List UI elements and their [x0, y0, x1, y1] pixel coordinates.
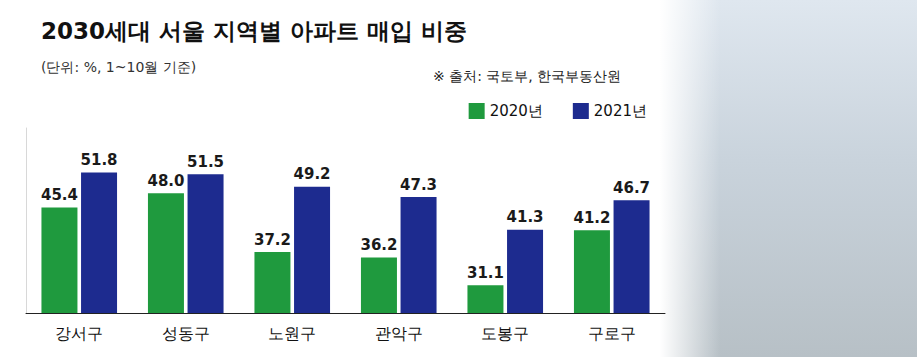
svg-text:※ 출처: 국토부, 한국부동산원: ※ 출처: 국토부, 한국부동산원 — [433, 68, 621, 84]
svg-text:(단위: %, 1~10월 기준): (단위: %, 1~10월 기준) — [41, 59, 196, 75]
svg-text:46.7: 46.7 — [613, 179, 650, 197]
svg-text:41.3: 41.3 — [507, 208, 544, 226]
svg-text:강서구: 강서구 — [55, 324, 103, 343]
svg-text:51.8: 51.8 — [81, 151, 118, 169]
svg-text:관악구: 관악구 — [375, 324, 423, 343]
svg-text:31.1: 31.1 — [467, 264, 504, 282]
svg-text:51.5: 51.5 — [187, 153, 224, 171]
svg-text:47.3: 47.3 — [400, 176, 437, 194]
svg-text:구로구: 구로구 — [588, 324, 636, 343]
svg-text:49.2: 49.2 — [294, 165, 331, 183]
svg-text:2021년: 2021년 — [594, 102, 647, 120]
svg-text:37.2: 37.2 — [254, 231, 291, 249]
svg-text:노원구: 노원구 — [268, 324, 316, 343]
svg-text:45.4: 45.4 — [41, 186, 78, 204]
svg-text:36.2: 36.2 — [360, 236, 397, 254]
svg-text:41.2: 41.2 — [573, 209, 610, 227]
svg-text:도봉구: 도봉구 — [481, 324, 529, 343]
svg-text:48.0: 48.0 — [147, 172, 184, 190]
svg-text:성동구: 성동구 — [162, 324, 210, 343]
svg-text:2020년: 2020년 — [490, 102, 543, 120]
svg-text:2030세대 서울 지역별 아파트 매입 비중: 2030세대 서울 지역별 아파트 매입 비중 — [41, 18, 467, 44]
